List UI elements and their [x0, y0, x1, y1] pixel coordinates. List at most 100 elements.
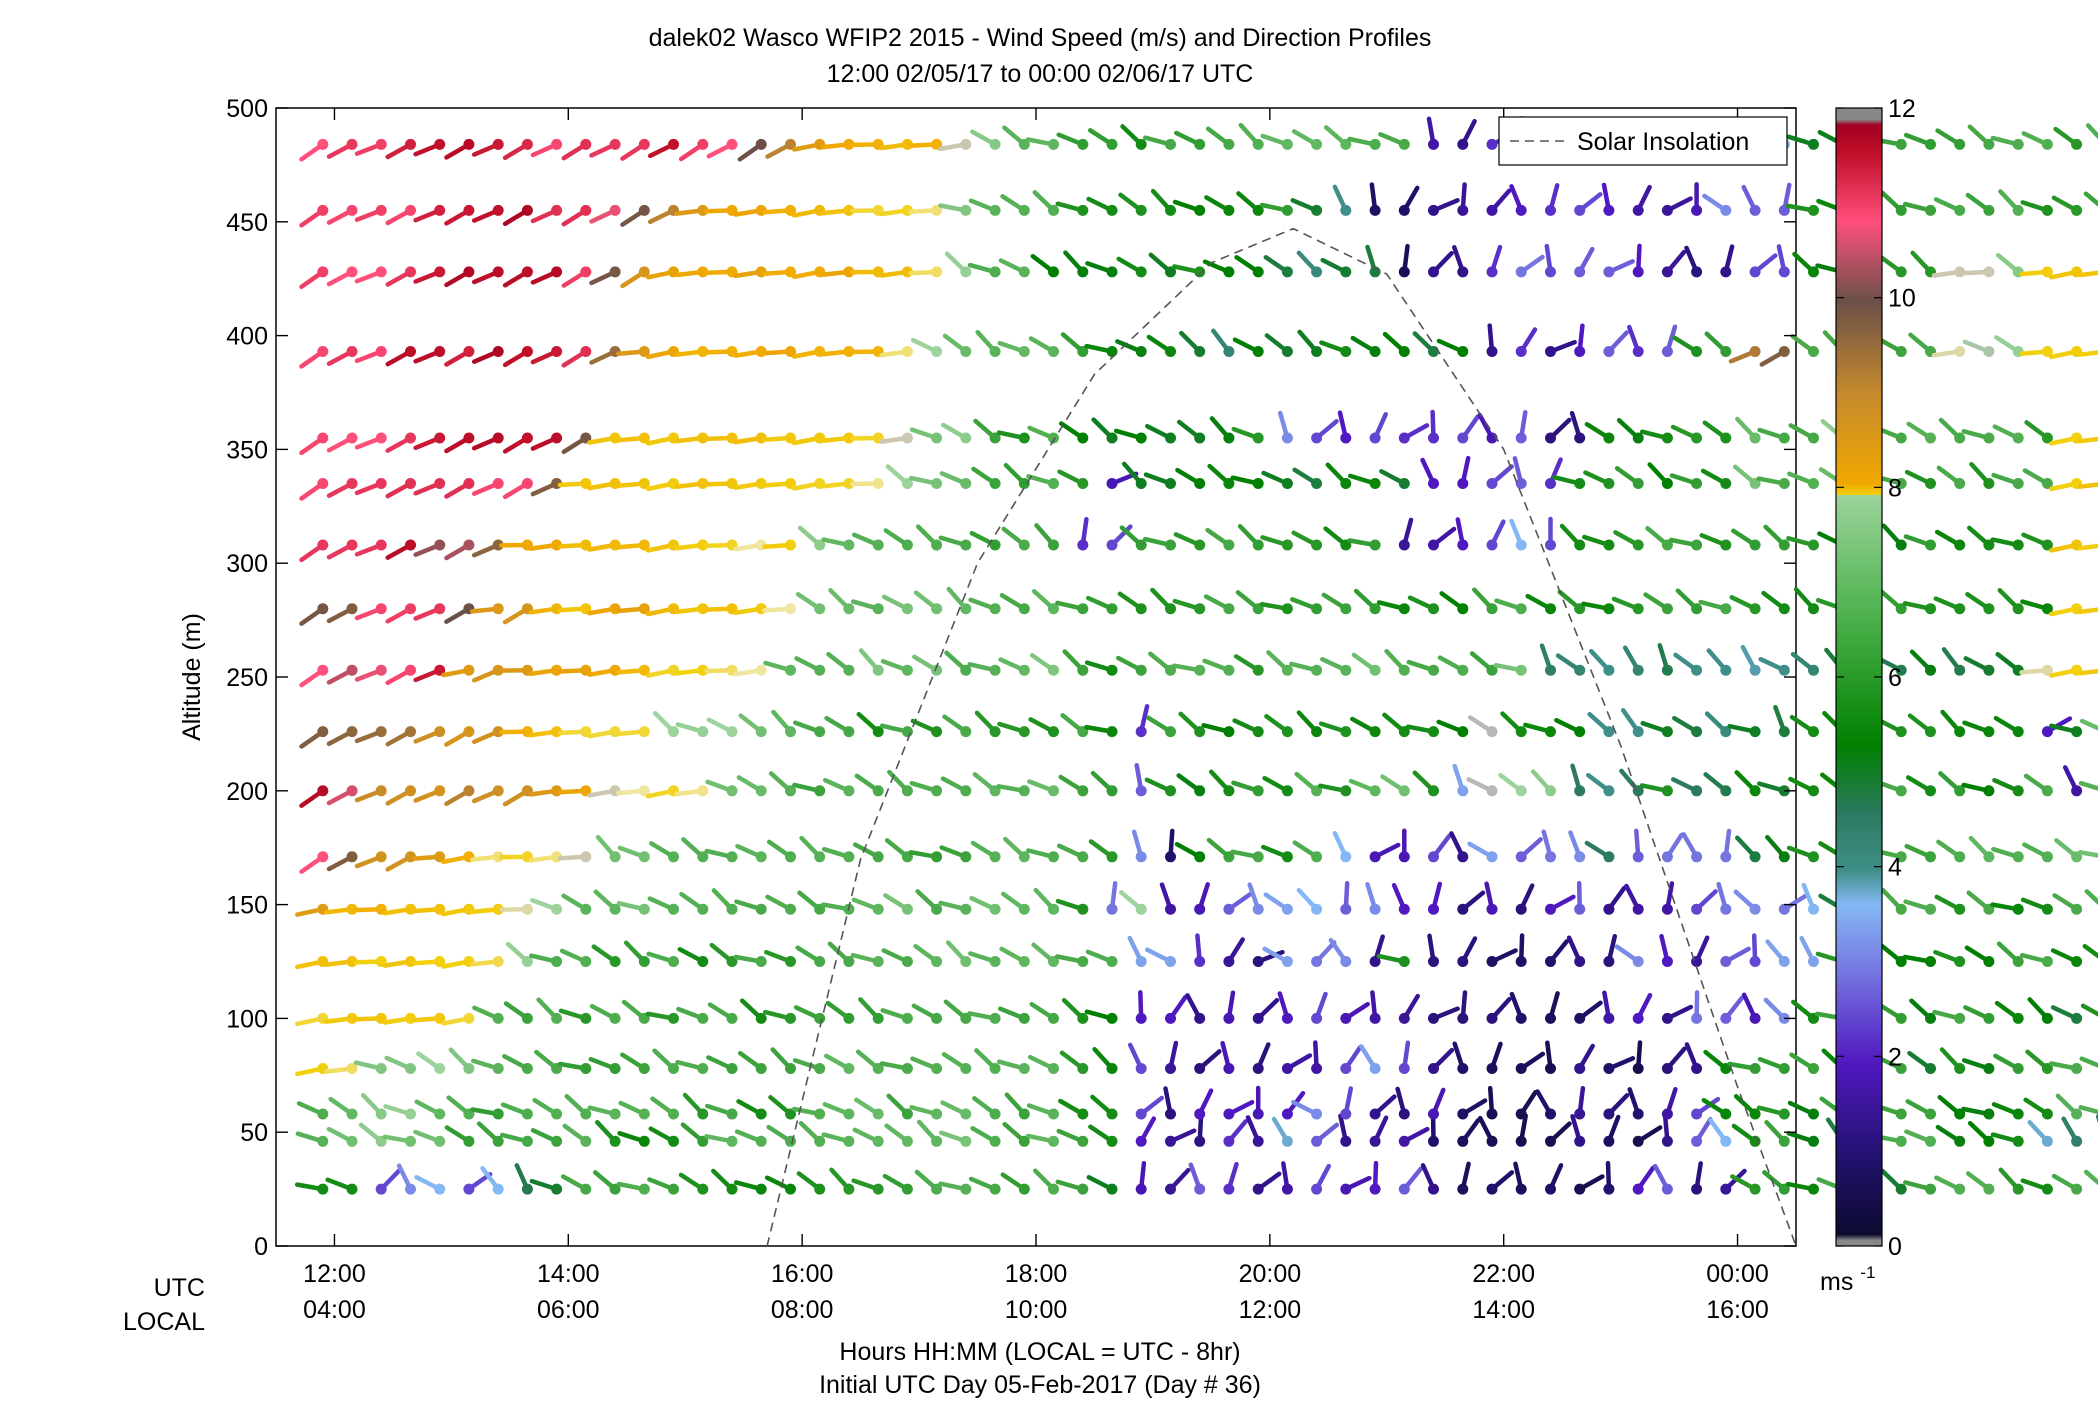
wind-barb-dot [1281, 346, 1293, 357]
wind-barb [502, 1054, 533, 1074]
wind-barb [1908, 332, 1936, 357]
wind-barb-dot [1077, 138, 1089, 150]
wind-barb-dot [1135, 603, 1147, 615]
wind-barb-dot [785, 346, 796, 357]
wind-barb-dot [931, 726, 943, 738]
wind-barb [1729, 595, 1761, 615]
wind-barb [1026, 1103, 1059, 1120]
wind-barb-dot [931, 603, 943, 615]
wind-barb-dot [1428, 1183, 1439, 1195]
wind-barb [2024, 420, 2053, 444]
wind-barb-dot [1223, 266, 1235, 278]
wind-barb [1088, 839, 1118, 863]
wind-barb-dot [785, 204, 796, 216]
wind-barb [2019, 664, 2053, 676]
wind-barb [1961, 1106, 1995, 1120]
wind-barb-dot [521, 138, 533, 150]
wind-barb [1144, 777, 1176, 797]
wind-barb-dot [1895, 1012, 1907, 1024]
wind-barb-dot [960, 851, 972, 863]
wind-barb [471, 432, 504, 451]
wind-barb-dot [405, 1108, 416, 1120]
wind-barb-dot [1369, 478, 1381, 489]
wind-barb-dot [1632, 603, 1644, 615]
wind-barb-dot [1486, 603, 1498, 615]
wind-barb [1085, 595, 1118, 615]
wind-barb [396, 1163, 416, 1195]
wind-barb [617, 845, 650, 863]
wind-barb [820, 432, 855, 444]
wind-barb [1311, 940, 1337, 967]
wind-barb [1933, 596, 1966, 615]
wind-barb-dot [1545, 204, 1556, 216]
wind-barb [1568, 830, 1586, 863]
wind-barb [677, 947, 709, 967]
wind-barb-dot [901, 539, 913, 551]
wind-barb [2020, 200, 2053, 216]
wind-barb [1906, 421, 1936, 444]
wind-barb-dot [1106, 785, 1118, 797]
wind-barb [1165, 828, 1176, 863]
wind-barb [968, 198, 1001, 216]
wind-barb-dot [872, 903, 884, 915]
wind-barb [914, 1169, 943, 1195]
wind-barb [413, 785, 446, 803]
wind-barb-dot [1194, 346, 1206, 357]
wind-barb [734, 899, 767, 915]
wind-barb [910, 337, 943, 357]
wind-barb-dot [434, 266, 446, 278]
wind-barb [1000, 1172, 1030, 1195]
wind-barb [945, 940, 972, 967]
wind-barb-dot [638, 346, 650, 357]
wind-barb-dot [580, 266, 592, 278]
wind-barb-dot [843, 539, 855, 551]
wind-barb-dot [1252, 956, 1264, 967]
wind-barb [1127, 935, 1147, 967]
wind-barb-dot [726, 903, 738, 915]
wind-barb [595, 1120, 621, 1147]
wind-barb-dot [1545, 1108, 1556, 1120]
wind-barb-dot [1252, 903, 1264, 915]
wind-barb [2023, 773, 2053, 797]
wind-barb [647, 896, 679, 915]
wind-barb [325, 1177, 358, 1195]
wind-barb [820, 266, 855, 278]
wind-barb-dot [931, 478, 943, 489]
wind-barb [938, 203, 972, 216]
wind-barb-dot [1106, 956, 1118, 967]
wind-barb-dot [814, 1063, 826, 1074]
wind-barb [1340, 1044, 1363, 1074]
wind-barb-dot [1749, 432, 1761, 444]
wind-barb [1965, 1171, 1995, 1195]
axis-ticks: 05010015020025030035040045050012:0004:00… [226, 95, 1796, 1324]
wind-barb [354, 726, 387, 744]
wind-barb [1661, 1046, 1687, 1074]
wind-barb [471, 204, 504, 223]
wind-barb-dot [405, 478, 416, 489]
wind-barb-dot [2041, 266, 2053, 278]
wind-barb-dot [346, 1108, 358, 1120]
wind-barb-dot [668, 726, 679, 738]
wind-barb [883, 893, 913, 915]
wind-barb-dot [697, 903, 709, 915]
wind-barb [299, 851, 329, 874]
wind-barb [1398, 185, 1420, 216]
wind-barb [2061, 1116, 2083, 1147]
wind-barb [650, 1096, 679, 1120]
wind-barb-dot [2012, 1183, 2024, 1195]
wind-barb-dot [346, 1135, 358, 1147]
wind-barb-dot [1515, 603, 1527, 615]
wind-barb-dot [1135, 346, 1147, 357]
wind-barb-dot [492, 1063, 504, 1074]
wind-barb [733, 664, 767, 677]
wind-barb [1398, 1126, 1430, 1147]
wind-barb [674, 785, 709, 797]
wind-barb [1509, 184, 1527, 216]
wind-barb [764, 1175, 796, 1195]
wind-barb [499, 1132, 533, 1147]
wind-barb [1348, 778, 1381, 797]
wind-barb-dot [785, 903, 796, 915]
wind-barb [1135, 1160, 1147, 1195]
wind-barb-dot [1135, 1063, 1147, 1074]
wind-barb [1232, 718, 1264, 738]
